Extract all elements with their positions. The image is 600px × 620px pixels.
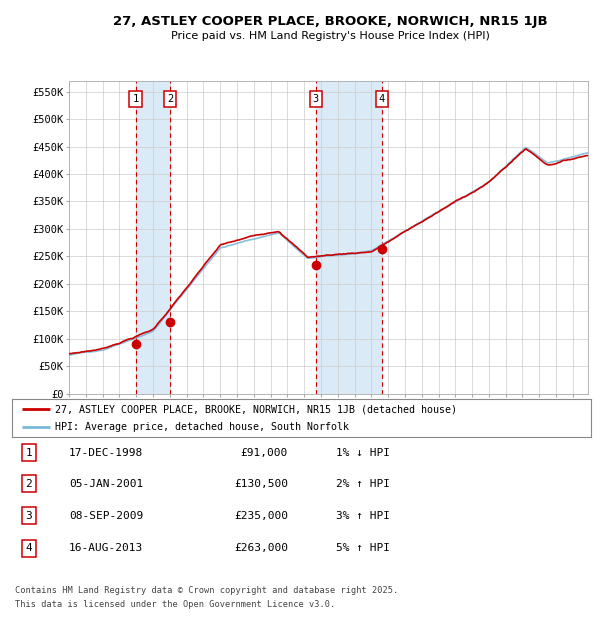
Text: £263,000: £263,000 <box>234 543 288 553</box>
Text: 27, ASTLEY COOPER PLACE, BROOKE, NORWICH, NR15 1JB: 27, ASTLEY COOPER PLACE, BROOKE, NORWICH… <box>113 16 547 29</box>
Text: £91,000: £91,000 <box>241 448 288 458</box>
Text: HPI: Average price, detached house, South Norfolk: HPI: Average price, detached house, Sout… <box>55 422 349 433</box>
Text: Contains HM Land Registry data © Crown copyright and database right 2025.: Contains HM Land Registry data © Crown c… <box>15 586 398 595</box>
Text: 2% ↑ HPI: 2% ↑ HPI <box>336 479 390 489</box>
Text: 05-JAN-2001: 05-JAN-2001 <box>69 479 143 489</box>
Text: 4: 4 <box>25 543 32 553</box>
Text: 16-AUG-2013: 16-AUG-2013 <box>69 543 143 553</box>
Text: 08-SEP-2009: 08-SEP-2009 <box>69 511 143 521</box>
Text: £235,000: £235,000 <box>234 511 288 521</box>
Bar <box>136 81 170 394</box>
Text: 1: 1 <box>133 94 139 104</box>
Text: 1% ↓ HPI: 1% ↓ HPI <box>336 448 390 458</box>
Text: 2: 2 <box>25 479 32 489</box>
Text: 2: 2 <box>167 94 173 104</box>
Text: 1: 1 <box>25 448 32 458</box>
Text: This data is licensed under the Open Government Licence v3.0.: This data is licensed under the Open Gov… <box>15 600 335 609</box>
Text: 5% ↑ HPI: 5% ↑ HPI <box>336 543 390 553</box>
Text: 3% ↑ HPI: 3% ↑ HPI <box>336 511 390 521</box>
Text: Price paid vs. HM Land Registry's House Price Index (HPI): Price paid vs. HM Land Registry's House … <box>170 31 490 41</box>
Text: 3: 3 <box>25 511 32 521</box>
Text: 3: 3 <box>313 94 319 104</box>
Text: 27, ASTLEY COOPER PLACE, BROOKE, NORWICH, NR15 1JB (detached house): 27, ASTLEY COOPER PLACE, BROOKE, NORWICH… <box>55 404 457 414</box>
Text: £130,500: £130,500 <box>234 479 288 489</box>
Bar <box>316 81 382 394</box>
Text: 4: 4 <box>379 94 385 104</box>
Text: 17-DEC-1998: 17-DEC-1998 <box>69 448 143 458</box>
